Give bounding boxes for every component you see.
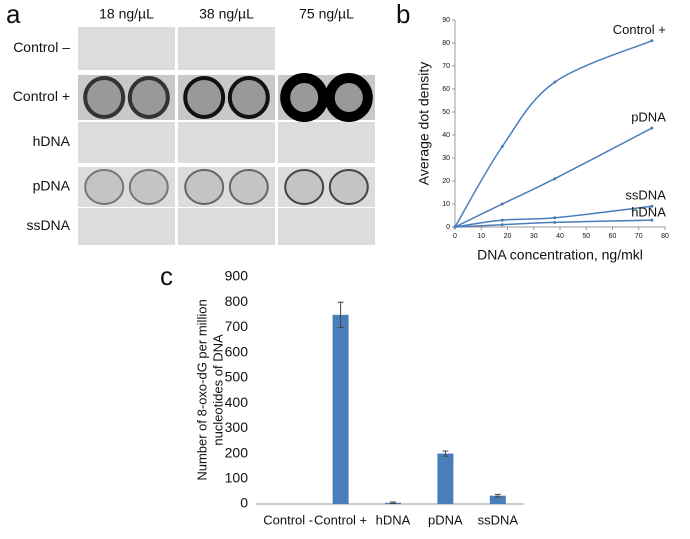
row-label: ssDNA	[26, 217, 70, 233]
y-tick-label: 700	[225, 318, 249, 334]
x-tick-label: 40	[556, 233, 564, 240]
error-bar	[494, 493, 501, 498]
x-axis-title: DNA concentration, ng/mkl	[477, 247, 643, 263]
point	[500, 218, 504, 222]
column-header: 18 ng/µL	[99, 6, 154, 22]
blot-cell	[78, 122, 175, 163]
x-tick-label: 60	[609, 233, 617, 240]
x-tick-label: Control -	[263, 512, 313, 527]
y-tick-label: 90	[442, 17, 450, 24]
point	[553, 80, 557, 84]
y-tick-label: 0	[240, 495, 248, 511]
blot-cell	[78, 27, 175, 70]
y-tick-label: 400	[225, 394, 249, 410]
point	[650, 39, 654, 43]
blot-cell	[178, 122, 275, 163]
x-tick-label: 80	[661, 233, 669, 240]
y-axis-title: Average dot density	[416, 62, 432, 186]
y-tick-label: 70	[442, 63, 450, 70]
series-line	[454, 219, 652, 228]
bar	[489, 495, 506, 504]
series-line	[454, 205, 652, 228]
series-label: pDNA	[631, 110, 666, 125]
x-tick-label: 0	[453, 233, 457, 240]
y-tick-label: 60	[442, 86, 450, 93]
y-tick-label: 200	[225, 444, 249, 460]
bar	[437, 453, 454, 504]
panel-label: b	[396, 0, 410, 29]
row-label: Control –	[13, 39, 70, 55]
x-tick-label: 70	[635, 233, 643, 240]
y-tick-label: 300	[225, 419, 249, 435]
point	[650, 204, 654, 208]
y-tick-label: 0	[446, 224, 450, 231]
y-tick-label: 900	[225, 268, 249, 284]
point	[553, 177, 557, 181]
blot-dot	[227, 76, 270, 119]
y-tick-label: 500	[225, 369, 249, 385]
x-tick-label: 50	[582, 233, 590, 240]
blot-cell	[178, 27, 275, 70]
blot-dot	[184, 169, 225, 205]
series-label: ssDNA	[625, 188, 666, 203]
point	[500, 145, 504, 148]
blot-dot	[183, 76, 226, 119]
blot-cell	[278, 122, 375, 163]
y-tick-label: 30	[442, 155, 450, 162]
series-line	[454, 127, 653, 228]
blot-dot	[280, 73, 329, 122]
x-tick-label: 10	[477, 233, 485, 240]
y-tick-label: 10	[442, 201, 450, 208]
blot-dot	[84, 169, 125, 205]
blot-cell	[278, 208, 375, 245]
blot-dot	[328, 169, 369, 205]
row-label: hDNA	[33, 133, 71, 149]
point	[500, 223, 504, 227]
blot-dot	[324, 73, 373, 122]
blot-dot	[83, 76, 126, 119]
y-tick-label: 80	[442, 40, 450, 47]
column-header: 75 ng/µL	[299, 6, 354, 22]
row-label: pDNA	[33, 178, 71, 194]
series-line	[454, 40, 653, 228]
error-bar	[442, 450, 449, 457]
series-label: Control +	[613, 22, 666, 37]
x-tick-label: 30	[530, 233, 538, 240]
point	[553, 220, 557, 224]
blot-dot	[228, 169, 269, 205]
y-tick-label: 40	[442, 132, 450, 139]
panel-label: c	[160, 261, 173, 291]
x-tick-label: 20	[504, 233, 512, 240]
y-tick-label: 50	[442, 109, 450, 116]
point	[500, 202, 504, 206]
point	[650, 126, 654, 130]
error-bar	[337, 301, 344, 328]
blot-dot	[284, 169, 325, 205]
point	[453, 225, 457, 229]
blot-cell	[78, 208, 175, 245]
x-tick-label: ssDNA	[478, 512, 519, 527]
y-tick-label: 100	[225, 469, 249, 485]
x-tick-label: Control +	[314, 512, 367, 527]
bar	[332, 314, 349, 504]
y-tick-label: 20	[442, 178, 450, 185]
panel-label: a	[6, 0, 21, 29]
blot-dot	[127, 76, 170, 119]
y-tick-label: 600	[225, 343, 249, 359]
y-tick-label: 800	[225, 293, 249, 309]
column-header: 38 ng/µL	[199, 6, 254, 22]
blot-dot	[128, 169, 169, 205]
row-label: Control +	[13, 88, 70, 104]
x-tick-label: hDNA	[376, 512, 411, 527]
y-axis-title: nucleotides of DNA	[210, 334, 225, 446]
x-tick-label: pDNA	[428, 512, 463, 527]
point	[650, 218, 654, 222]
y-axis-title: Number of 8-oxo-dG per million	[194, 299, 209, 480]
blot-cell	[178, 208, 275, 245]
error-bar	[390, 501, 396, 504]
series-label: hDNA	[631, 205, 666, 220]
point	[553, 216, 557, 220]
